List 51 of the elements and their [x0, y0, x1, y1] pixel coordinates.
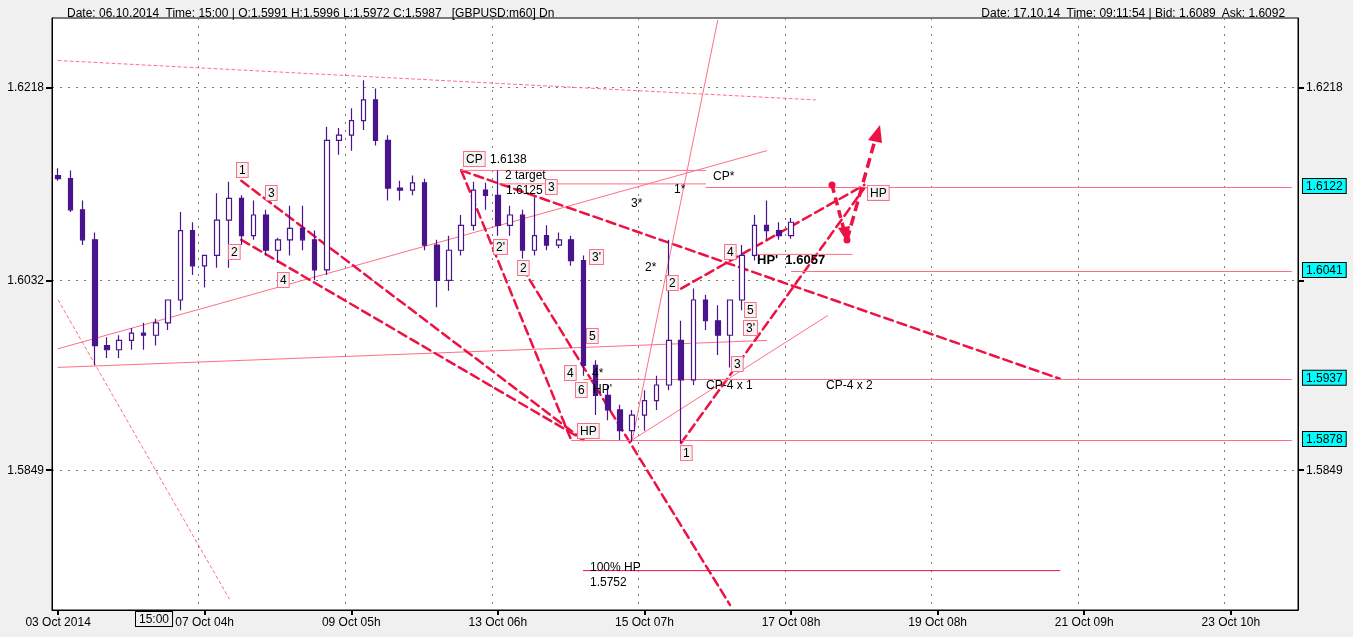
x-tick-label: 23 Oct 10h: [1201, 615, 1261, 629]
annotation: 3': [746, 321, 755, 335]
annotation: 1.5752: [590, 575, 628, 589]
annotation: 1.6138: [490, 152, 528, 166]
ref-line-label: 1.6122: [1306, 178, 1344, 193]
annotation: 2': [496, 240, 505, 254]
x-tick-label: 19 Oct 08h: [908, 615, 967, 629]
x-tick-label: 03 Oct 2014: [25, 615, 92, 629]
annotation: 2: [520, 261, 527, 275]
y-tick-label: 1.6218: [7, 80, 45, 95]
annotation: 1*: [674, 182, 686, 196]
annotation: 5: [747, 303, 754, 317]
annotation: 6: [578, 383, 585, 397]
y-tick-label: 1.6032: [7, 273, 45, 288]
x-tick-label: 21 Oct 09h: [1054, 615, 1114, 629]
ref-line-label: 1.6041: [1306, 262, 1344, 277]
annotation: CP: [466, 152, 483, 166]
x-tick-label: 07 Oct 04h: [175, 615, 235, 629]
y2-tick-label: 1.5849: [1306, 463, 1344, 478]
annotation: HP: [580, 424, 597, 438]
annotation: 4: [567, 366, 574, 380]
annotation: 5: [589, 329, 596, 343]
y2-tick-label: 1.6218: [1306, 80, 1344, 95]
annotation: 1: [683, 446, 690, 461]
annotation: 1: [239, 163, 246, 177]
annotation: 2*: [645, 260, 657, 274]
x-tick-label: 13 Oct 06h: [468, 615, 528, 629]
annotation: HP' 1.6057: [757, 252, 826, 267]
annotation: 3: [268, 186, 275, 200]
chart-subtitle: Date: 17.10.14 Time: 09:11:54 | Bid: 1.6089 Ask: 1.6092: [981, 6, 1286, 20]
annotation: 4: [280, 273, 287, 287]
x-tick-label: 17 Oct 08h: [761, 615, 821, 629]
chart-title: Date: 06.10.2014 Time: 15:00 | O:1.5991 H:1.5996 L:1.5972 C:1.5987 [GBPUSD:m60] Dn: [67, 6, 555, 20]
annotation: 3': [592, 250, 601, 264]
annotation: 2 target: [505, 167, 547, 182]
annotation: CP-4 x 2: [826, 378, 874, 392]
annotation: HP: [870, 185, 887, 200]
x-tick-label: 15 Oct 07h: [615, 615, 674, 629]
annotation: 4: [727, 245, 734, 259]
ref-line-label: 1.5937: [1306, 370, 1344, 385]
y-tick-label: 1.5849: [7, 463, 45, 478]
x-tick-label: 09 Oct 05h: [321, 615, 381, 629]
ref-line-label: 1.5878: [1306, 431, 1344, 446]
annotation: CP*: [713, 169, 735, 183]
annotation: 2: [669, 276, 676, 290]
annotation: 3: [734, 357, 741, 371]
annotation: 3*: [631, 196, 643, 210]
annotation: 3: [548, 180, 555, 194]
annotation: CP-4 x 1: [706, 378, 754, 392]
annotation: 2: [231, 245, 238, 259]
text: 15:00: [139, 612, 170, 626]
